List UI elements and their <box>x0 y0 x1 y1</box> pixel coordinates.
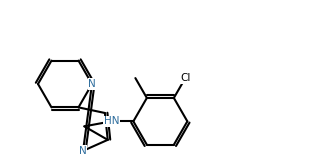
Text: Cl: Cl <box>180 73 190 83</box>
Text: N: N <box>79 146 87 156</box>
Text: HN: HN <box>104 116 119 126</box>
Text: N: N <box>88 79 96 89</box>
